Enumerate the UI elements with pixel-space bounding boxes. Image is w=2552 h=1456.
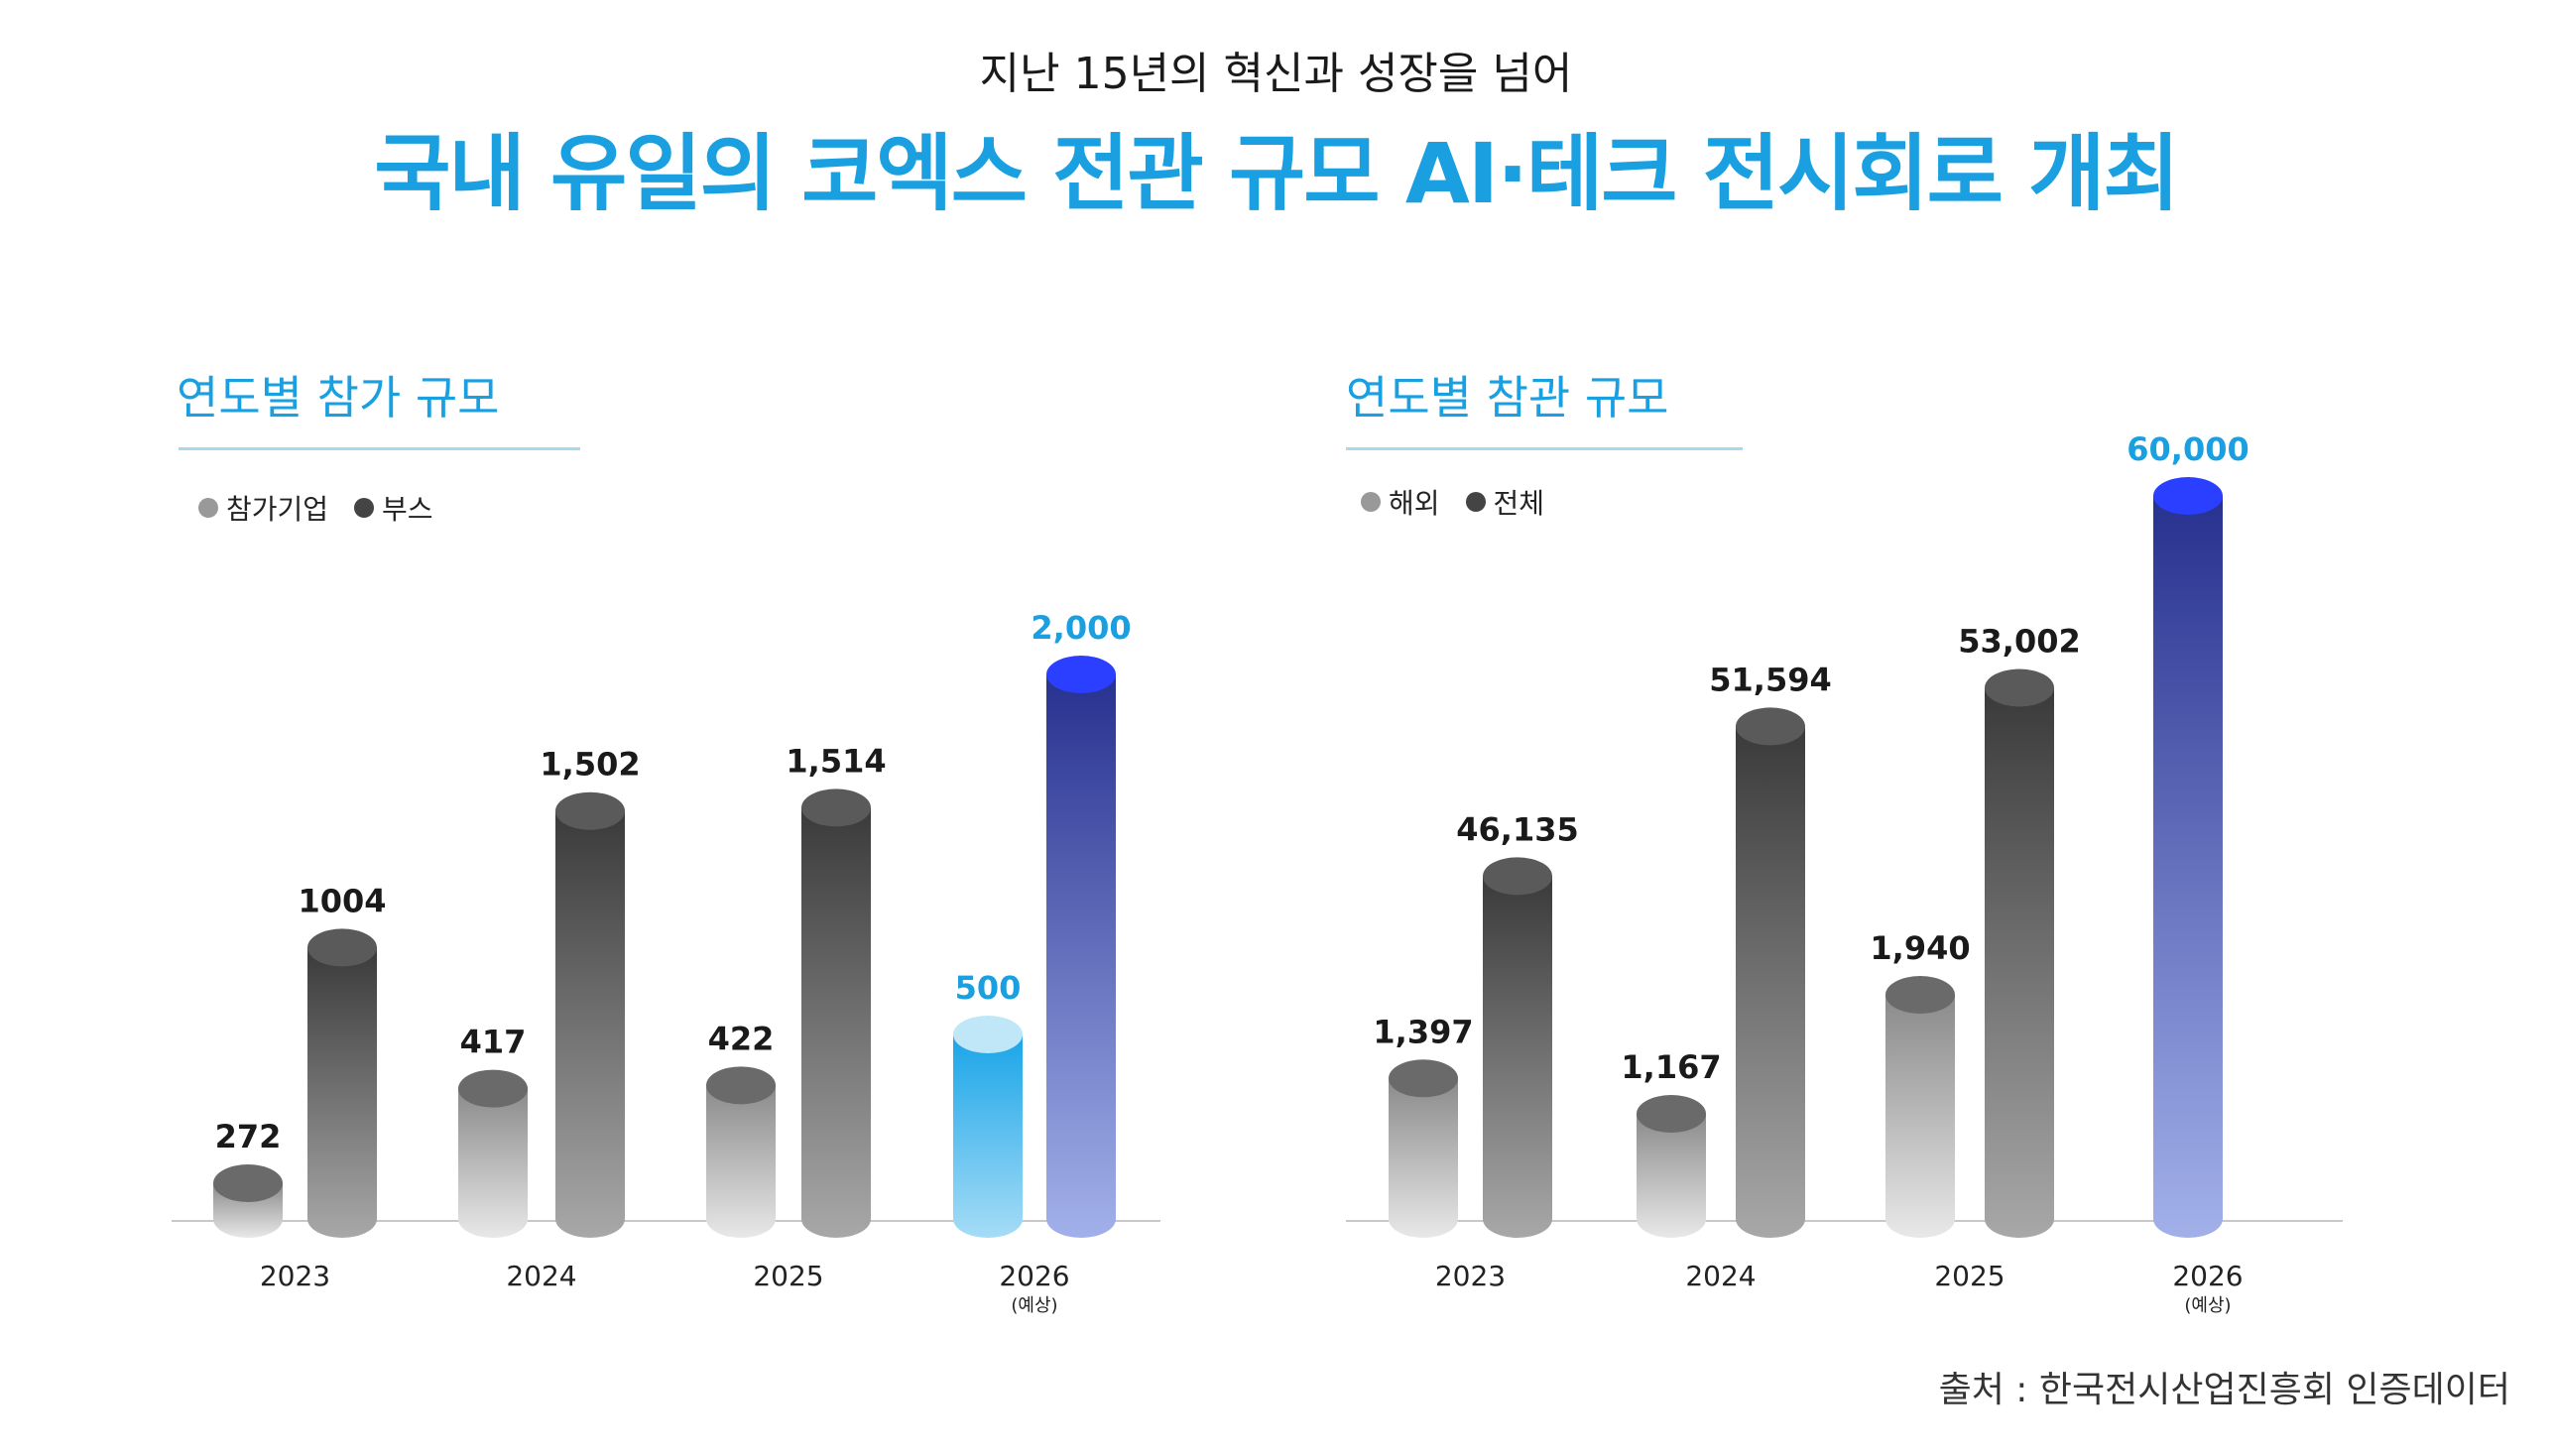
bar-cap (801, 789, 871, 827)
legend-dot-dark (1465, 492, 1486, 512)
data-label: 53,002 (1958, 622, 2080, 660)
bar-cap (458, 1069, 528, 1108)
bar (458, 1088, 528, 1238)
chart-title-visitors: 연도별 참관 규모 (1346, 371, 1669, 425)
bar (1637, 1114, 1706, 1238)
bar (801, 807, 871, 1238)
page-subtitle: 지난 15년의 혁신과 성장을 넘어 (979, 49, 1573, 99)
legend-label: 해외 (1389, 487, 1440, 520)
x-tick-label: 2023 (260, 1260, 330, 1292)
x-tick-label: 2023 (1435, 1260, 1506, 1292)
data-label: 1004 (298, 882, 386, 919)
legend-label: 부스 (382, 493, 433, 526)
data-label: 1,502 (540, 746, 640, 784)
data-label: 272 (215, 1118, 282, 1155)
bar (1483, 876, 1552, 1238)
legend-item: 부스 (354, 488, 433, 528)
x-tick-label: 2024 (506, 1260, 576, 1292)
bar-cap (2153, 477, 2223, 515)
bar-cap (1637, 1095, 1706, 1133)
bar (706, 1085, 776, 1238)
source-note: 출처 : 한국전시산업진흥회 인증데이터 (1938, 1370, 2510, 1410)
bar-cap (953, 1016, 1023, 1053)
bar-cap (706, 1066, 776, 1105)
data-label: 1,940 (1870, 929, 1970, 967)
bar-cap (1389, 1059, 1458, 1098)
data-label: 1,167 (1621, 1048, 1721, 1086)
legend-dot-light (1361, 492, 1381, 512)
x-tick-label: 2025 (1934, 1260, 2005, 1292)
x-tick-label: 2025 (753, 1260, 823, 1292)
data-label: 417 (460, 1024, 527, 1061)
data-label: 51,594 (1709, 661, 1831, 698)
bar (1736, 726, 1805, 1238)
x-tick-note: (예상) (2184, 1295, 2231, 1316)
chart-legend-visitors: 해외 전체 (1361, 482, 1570, 522)
bar-cap (1885, 976, 1955, 1014)
data-label: 500 (955, 969, 1022, 1007)
bar-cap (555, 791, 625, 830)
x-tick-label: 2026 (999, 1260, 1069, 1292)
bar (307, 947, 377, 1238)
legend-dot-light (198, 498, 218, 518)
data-label: 1,514 (786, 742, 886, 780)
bar (1885, 995, 1955, 1238)
bar (555, 810, 625, 1238)
chart-visitors: 46,135 1,397 2023 51,594 1,167 2024 53,002 1,94… (1346, 430, 2343, 1316)
legend-item: 전체 (1465, 482, 1545, 522)
bar-cap (1985, 668, 2054, 707)
legend-item: 해외 (1361, 482, 1440, 522)
data-label: 422 (708, 1020, 775, 1057)
legend-dot-dark (354, 498, 375, 518)
bar-cap (1483, 857, 1552, 896)
bar-cap (213, 1164, 283, 1202)
x-tick-note: (예상) (1011, 1295, 1057, 1316)
bar (1985, 687, 2054, 1238)
bar-cap (1736, 707, 1805, 746)
bar (2153, 496, 2223, 1238)
chart-participants: 1004 272 2023 1,502 417 2024 1,514 422 2025 2,000… (172, 609, 1160, 1316)
legend-label: 전체 (1493, 487, 1545, 520)
chart-title-participants: 연도별 참가 규모 (177, 371, 500, 425)
chart-legend-participants: 참가기업 부스 (198, 488, 459, 528)
data-label: 60,000 (2127, 430, 2248, 468)
data-label: 2,000 (1031, 609, 1131, 647)
legend-label: 참가기업 (226, 493, 329, 526)
bar (953, 1034, 1023, 1238)
x-tick-label: 2026 (2172, 1260, 2243, 1292)
bar (1046, 674, 1116, 1238)
bar-cap (307, 928, 377, 967)
x-tick-label: 2024 (1685, 1260, 1756, 1292)
bar-cap (1046, 656, 1116, 693)
data-label: 46,135 (1456, 810, 1578, 848)
data-label: 1,397 (1373, 1013, 1473, 1050)
bar (1389, 1078, 1458, 1238)
chart-title-rule (1346, 447, 1743, 450)
legend-item: 참가기업 (198, 488, 328, 528)
chart-title-rule (179, 447, 580, 450)
page-headline: 국내 유일의 코엑스 전관 규모 AI·테크 전시회로 개최 (374, 125, 2180, 222)
